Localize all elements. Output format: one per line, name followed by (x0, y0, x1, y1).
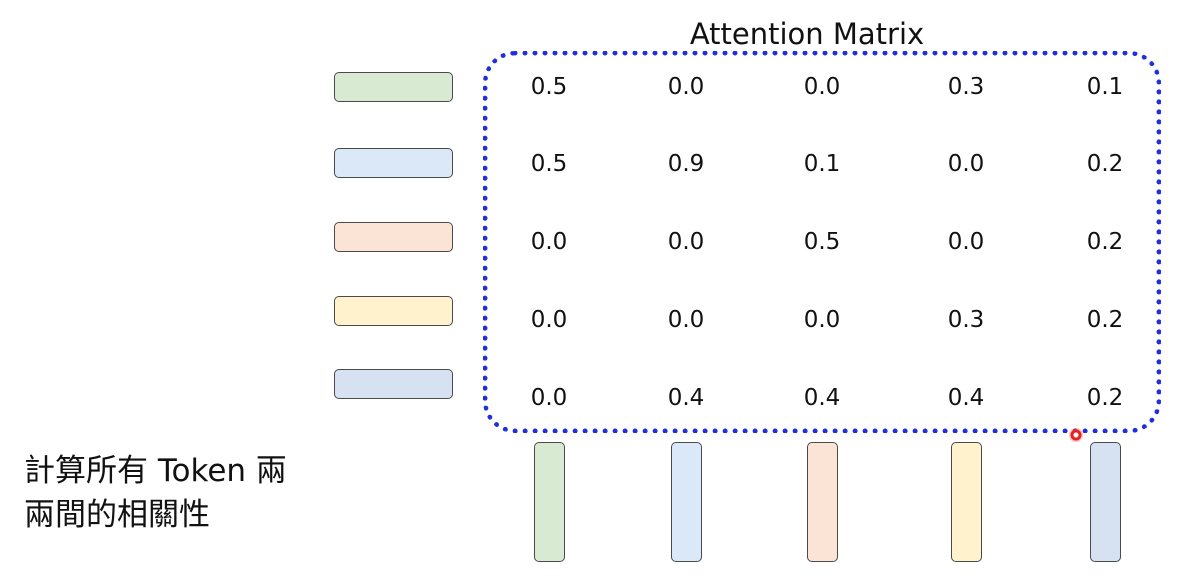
matrix-cell: 0.5 (803, 229, 841, 255)
matrix-cell: 0.2 (1086, 151, 1124, 177)
row-token-bar (334, 222, 453, 252)
matrix-cell: 0.0 (530, 229, 568, 255)
row-token-bar (334, 296, 453, 326)
caption: 計算所有 Token 兩 兩間的相關性 (24, 449, 287, 537)
matrix-cell: 0.3 (947, 307, 985, 333)
matrix-cell: 0.2 (1086, 229, 1124, 255)
pointer-dot (1069, 428, 1083, 442)
column-token-bar (807, 442, 838, 562)
column-token-bar (534, 442, 565, 562)
matrix-cell: 0.0 (530, 307, 568, 333)
caption-line-1: 計算所有 Token 兩 (24, 453, 287, 489)
matrix-cell: 0.5 (530, 151, 568, 177)
matrix-cell: 0.1 (803, 151, 841, 177)
matrix-cell: 0.3 (947, 74, 985, 100)
matrix-cell: 0.5 (530, 74, 568, 100)
column-token-bar (671, 442, 702, 562)
column-token-bar (951, 442, 982, 562)
matrix-cell: 0.2 (1086, 385, 1124, 411)
row-token-bar (334, 148, 453, 178)
matrix-cell: 0.4 (667, 385, 705, 411)
matrix-cell: 0.0 (803, 74, 841, 100)
matrix-cell: 0.0 (667, 307, 705, 333)
matrix-cell: 0.9 (667, 151, 705, 177)
matrix-cell: 0.0 (803, 307, 841, 333)
matrix-title: Attention Matrix (689, 17, 925, 51)
matrix-cell: 0.4 (947, 385, 985, 411)
matrix-cell: 0.0 (947, 229, 985, 255)
matrix-cell: 0.0 (530, 385, 568, 411)
matrix-cell: 0.2 (1086, 307, 1124, 333)
row-token-bar (334, 369, 453, 399)
caption-line-2: 兩間的相關性 (24, 497, 210, 533)
matrix-dotted-frame (483, 51, 1161, 433)
matrix-cell: 0.0 (667, 229, 705, 255)
matrix-cell: 0.0 (667, 74, 705, 100)
matrix-cell: 0.4 (803, 385, 841, 411)
column-token-bar (1090, 442, 1121, 562)
row-token-bar (334, 72, 453, 102)
matrix-cell: 0.0 (947, 151, 985, 177)
matrix-cell: 0.1 (1086, 74, 1124, 100)
